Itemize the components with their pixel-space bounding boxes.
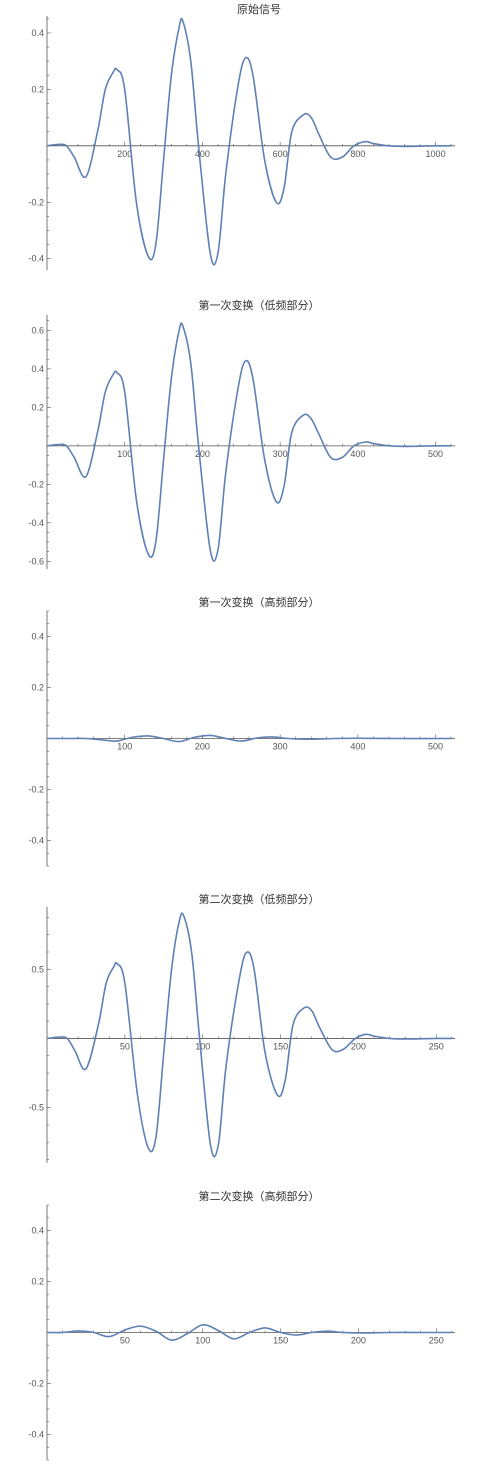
chart-3: 第一次变换（高频部分） 100 200 300 400 500 -0.4 -0.2 0.2 0.4 xyxy=(28,595,455,867)
chart-4: 第二次变换（低频部分） 50 100 150 200 250 -0.5 0.5 xyxy=(28,892,455,1163)
y-tick-label: -0.2 xyxy=(28,785,44,795)
y-tick-label: -0.2 xyxy=(28,479,44,489)
series-line xyxy=(46,1324,452,1341)
y-tick-label: -0.6 xyxy=(28,556,44,566)
chart-title: 原始信号 xyxy=(237,2,281,16)
chart-title: 第二次变换（高频部分） xyxy=(199,1189,320,1203)
y-tick-label: -0.4 xyxy=(28,518,44,528)
x-tick-label: 50 xyxy=(120,1041,130,1051)
series-line xyxy=(46,322,452,562)
x-tick-label: 300 xyxy=(273,449,288,459)
y-tick-label: 0.4 xyxy=(31,1226,44,1236)
series-line xyxy=(46,912,452,1158)
y-tick-label: 0.2 xyxy=(31,683,44,693)
y-tick-label: 0.4 xyxy=(31,28,44,38)
y-tick-label: -0.2 xyxy=(28,1379,44,1389)
x-tick-label: 100 xyxy=(195,1041,210,1051)
chart-2: 第一次变换（低频部分） 100 200 300 400 500 -0.6 -0.4 -0.2 0.… xyxy=(28,298,455,569)
x-tick-label: 300 xyxy=(273,742,288,752)
y-tick-label: 0.4 xyxy=(31,632,44,642)
y-tick-label: 0.6 xyxy=(31,325,44,335)
y-tick-label: 0.5 xyxy=(31,964,44,974)
x-tick-label: 200 xyxy=(117,149,132,159)
x-tick-label: 600 xyxy=(273,149,288,159)
y-tick-label: 0.4 xyxy=(31,364,44,374)
x-tick-label: 800 xyxy=(350,149,365,159)
x-tick-label: 100 xyxy=(195,1336,210,1346)
x-tick-label: 100 xyxy=(117,742,132,752)
series-line xyxy=(46,734,452,743)
x-tick-label: 250 xyxy=(429,1041,444,1051)
x-tick-label: 1000 xyxy=(426,149,446,159)
x-tick-label: 200 xyxy=(195,449,210,459)
chart-5: 第二次变换（高频部分） 50 100 150 200 250 -0.4 -0.2 0.2 0.4 xyxy=(28,1189,455,1461)
y-tick-label: 0.2 xyxy=(31,1277,44,1287)
x-tick-label: 200 xyxy=(351,1041,366,1051)
y-tick-label: -0.4 xyxy=(28,836,44,846)
y-tick-label: -0.4 xyxy=(28,1430,44,1440)
x-tick-label: 400 xyxy=(350,742,365,752)
x-tick-label: 500 xyxy=(428,742,443,752)
x-tick-label: 250 xyxy=(429,1336,444,1346)
x-tick-label: 100 xyxy=(117,449,132,459)
chart-1: 原始信号 200 400 600 800 1000 -0.4 -0.2 0.2 0.4 xyxy=(28,2,455,270)
x-tick-label: 150 xyxy=(273,1041,288,1051)
x-tick-label: 200 xyxy=(195,742,210,752)
x-tick-label: 200 xyxy=(351,1336,366,1346)
chart-title: 第二次变换（低频部分） xyxy=(199,892,320,906)
x-tick-label: 400 xyxy=(350,449,365,459)
chart-title: 第一次变换（低频部分） xyxy=(199,298,320,312)
y-tick-label: -0.5 xyxy=(28,1103,44,1113)
x-tick-label: 150 xyxy=(273,1336,288,1346)
y-tick-label: -0.4 xyxy=(28,254,44,264)
x-tick-label: 400 xyxy=(195,149,210,159)
y-tick-label: 0.2 xyxy=(31,84,44,94)
y-tick-label: -0.2 xyxy=(28,197,44,207)
x-tick-label: 50 xyxy=(120,1336,130,1346)
series-line xyxy=(46,17,452,266)
x-tick-label: 500 xyxy=(428,449,443,459)
y-tick-label: 0.2 xyxy=(31,402,44,412)
chart-title: 第一次变换（高频部分） xyxy=(199,595,320,609)
